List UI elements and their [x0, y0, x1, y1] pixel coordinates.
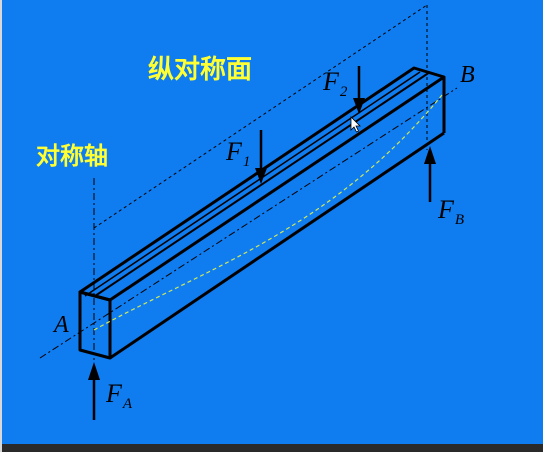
- symmetry-plane-outline: [93, 4, 428, 229]
- force-fa-arrow: [88, 362, 100, 420]
- force-fb-label: FB: [437, 195, 464, 228]
- force-f1-symbol: F: [225, 137, 243, 166]
- deflection-curve: [93, 94, 443, 331]
- symmetry-axis-label: 对称轴: [36, 142, 108, 170]
- symmetry-axis: [39, 87, 458, 360]
- force-fa-label: FA: [105, 379, 133, 412]
- force-f1-label: F1: [225, 137, 250, 170]
- force-f2-label: F2: [322, 67, 348, 100]
- force-f1-arrow: [255, 130, 267, 184]
- force-f2-subscript: 2: [340, 84, 348, 100]
- force-fa-subscript: A: [122, 396, 133, 412]
- beam: [78, 66, 446, 360]
- force-f1-subscript: 1: [243, 154, 251, 170]
- force-f2-arrow: [353, 66, 365, 114]
- force-fb-subscript: B: [455, 212, 464, 228]
- force-fb-arrow: [424, 146, 436, 202]
- force-f2-symbol: F: [322, 67, 340, 96]
- point-a-label: A: [52, 312, 69, 338]
- force-fb-symbol: F: [437, 195, 455, 224]
- mouse-pointer-icon: [350, 116, 361, 133]
- symmetry-plane-label: 纵对称面: [148, 55, 252, 85]
- force-fa-symbol: F: [105, 379, 123, 408]
- point-b-label: B: [460, 62, 475, 88]
